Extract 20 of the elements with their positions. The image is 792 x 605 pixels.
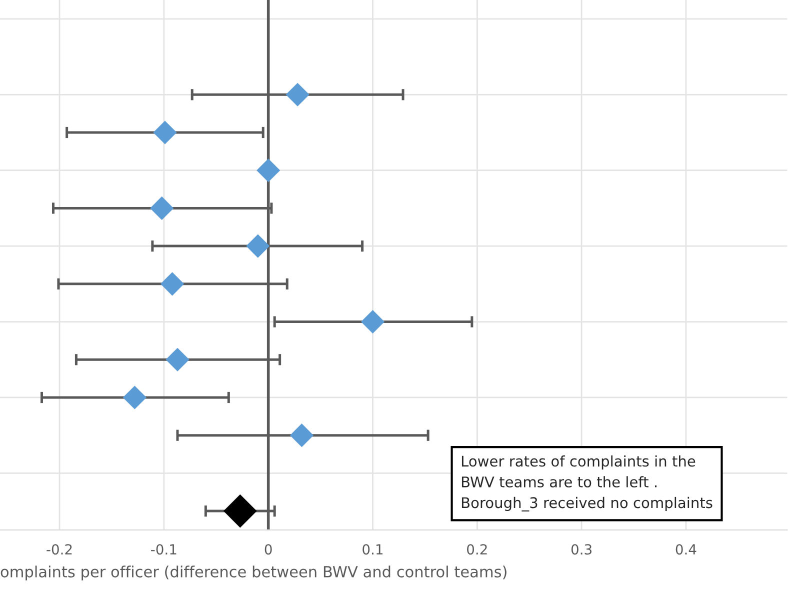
point [290, 424, 314, 448]
point [122, 386, 146, 410]
point [286, 82, 310, 106]
x-axis-title: omplaints per officer (difference between BWV and control teams) [0, 566, 506, 580]
x-tick-label: 0 [264, 544, 272, 555]
point [223, 494, 257, 528]
x-tick-label: 0.1 [362, 544, 383, 555]
x-tick-label: 0.3 [571, 544, 592, 555]
point [166, 348, 190, 372]
annotation: Lower rates of complaints in the BWV teams are to the left . Borough_3 received no complaints [462, 455, 712, 512]
point [360, 310, 385, 334]
point [150, 196, 174, 220]
x-tick-label: 0.2 [467, 544, 487, 555]
point [256, 158, 280, 182]
x-tick-label: -0.2 [46, 544, 72, 555]
point [153, 120, 177, 144]
x-tick-label: 0.4 [676, 544, 696, 555]
point [160, 272, 184, 296]
x-tick-label: -0.1 [151, 544, 176, 555]
point [246, 234, 270, 258]
